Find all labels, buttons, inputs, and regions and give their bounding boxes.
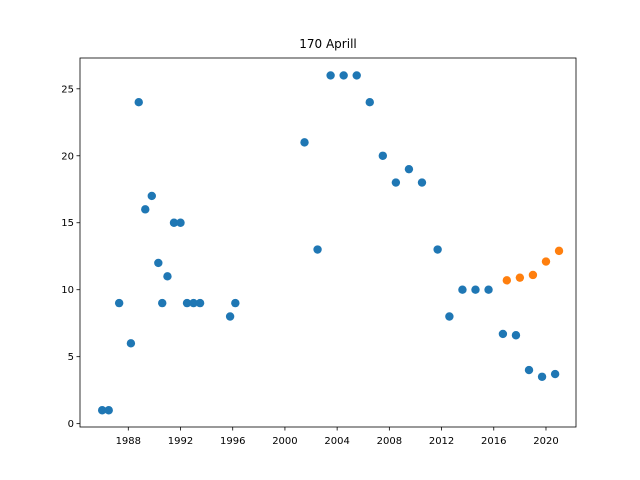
data-point-s0-5: [141, 205, 150, 214]
data-point-s0-6: [147, 191, 156, 201]
data-point-s0-28: [445, 312, 454, 321]
data-point-s1-2: [528, 270, 538, 280]
data-point-s0-29: [458, 285, 467, 294]
data-point-s0-14: [195, 298, 205, 308]
data-point-s0-34: [524, 365, 534, 375]
data-point-s0-18: [313, 245, 322, 254]
data-point-s1-4: [554, 246, 564, 256]
data-point-s0-22: [365, 98, 374, 107]
data-point-s1-3: [541, 257, 551, 266]
data-point-s0-12: [182, 298, 192, 308]
data-point-s0-30: [471, 285, 480, 294]
data-point-s0-25: [404, 164, 414, 174]
y-tick-label-5: 25: [61, 84, 74, 95]
x-tick-label-6: 2012: [429, 436, 454, 447]
data-point-s0-35: [537, 372, 547, 381]
x-tick-label-2: 1996: [220, 436, 245, 447]
data-point-s0-4: [134, 98, 143, 107]
data-point-s0-9: [163, 272, 172, 281]
plot-frame: [79, 57, 577, 428]
data-point-s0-36: [550, 369, 560, 379]
data-point-s0-7: [154, 258, 163, 268]
data-point-s0-0: [97, 406, 107, 415]
x-tick-label-4: 2004: [324, 436, 349, 447]
data-point-s0-17: [300, 138, 309, 147]
data-point-s0-2: [114, 298, 124, 308]
y-tick-label-4: 20: [61, 151, 74, 162]
data-point-s1-1: [515, 273, 525, 282]
x-tick-label-7: 2016: [481, 436, 506, 447]
data-point-s0-31: [484, 285, 493, 294]
y-tick-label-0: 0: [68, 419, 74, 430]
data-point-s0-19: [326, 71, 335, 80]
data-point-s0-1: [104, 406, 113, 415]
data-point-s1-0: [502, 276, 512, 285]
data-point-s0-15: [225, 312, 235, 321]
data-point-s0-21: [352, 71, 361, 80]
x-tick-label-5: 2008: [377, 436, 402, 447]
data-point-s0-3: [126, 339, 136, 348]
data-point-s0-32: [498, 329, 508, 339]
data-point-s0-24: [391, 178, 401, 187]
data-point-s0-8: [158, 298, 167, 308]
data-point-s0-10: [169, 218, 179, 227]
y-tick-label-1: 5: [68, 352, 74, 363]
data-point-s0-33: [511, 331, 521, 340]
points-layer: [97, 71, 564, 415]
data-point-s0-11: [176, 218, 185, 227]
x-tick-label-0: 1988: [116, 436, 141, 447]
chart-title: 170 Aprill: [299, 37, 356, 51]
data-point-s0-27: [433, 245, 442, 254]
data-point-s0-16: [231, 298, 240, 308]
data-point-s0-26: [417, 178, 427, 187]
y-tick-label-2: 10: [61, 285, 74, 296]
x-tick-label-3: 2000: [272, 436, 297, 447]
data-point-s0-20: [339, 71, 348, 80]
x-tick-label-1: 1992: [168, 436, 193, 447]
data-point-s0-23: [378, 151, 388, 160]
data-point-s0-13: [189, 298, 198, 308]
y-tick-label-3: 15: [61, 218, 74, 229]
x-tick-label-8: 2020: [533, 436, 558, 447]
axes-layer: 1988 1992 1996 2000 2004 2008 2012 2016 2020 0 5 10…: [61, 57, 577, 447]
